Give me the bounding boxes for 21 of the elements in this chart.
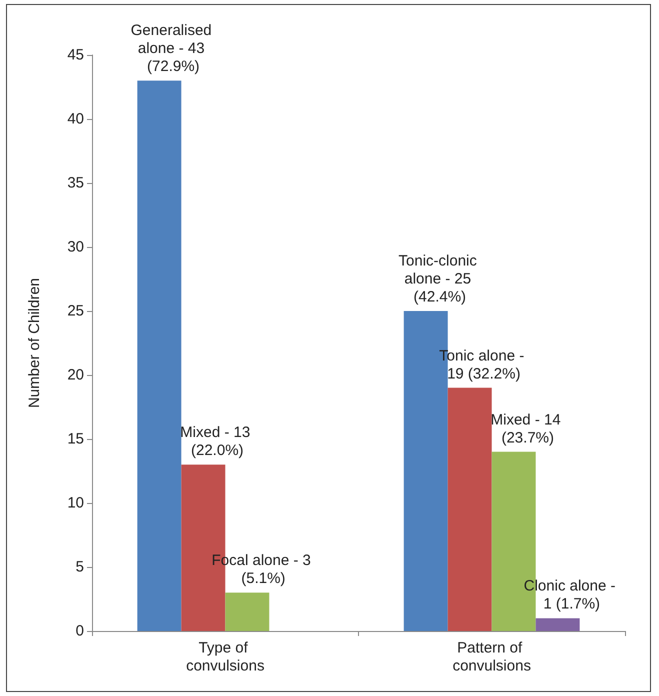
y-tick-label: 5 [76,558,84,576]
y-tick-label: 0 [76,622,84,640]
annotation: Generalised alone - 43 (72.9%) [130,22,216,76]
y-axis-title: Number of Children [26,278,43,408]
annotation: Mixed - 13 (22.0%) [180,424,254,460]
y-tick-label: 25 [67,302,84,320]
y-tick-label: 15 [67,430,84,448]
x-tick-label: Type of convulsions [186,640,264,674]
y-tick-label: 20 [67,366,84,384]
annotation: Mixed - 14 (23.7%) [490,411,565,446]
bar [536,618,580,631]
y-tick-label: 10 [67,494,84,512]
y-tick-label: 35 [67,174,84,192]
bar [137,80,182,631]
y-tick-label: 45 [67,46,84,64]
x-tick-label: Pattern of convulsions [452,640,531,674]
bar [225,592,270,631]
y-tick-label: 30 [67,238,84,256]
annotation: Tonic-clonic alone - 25 (42.4%) [398,252,482,306]
y-tick-label: 40 [67,110,84,128]
bar [448,388,492,631]
